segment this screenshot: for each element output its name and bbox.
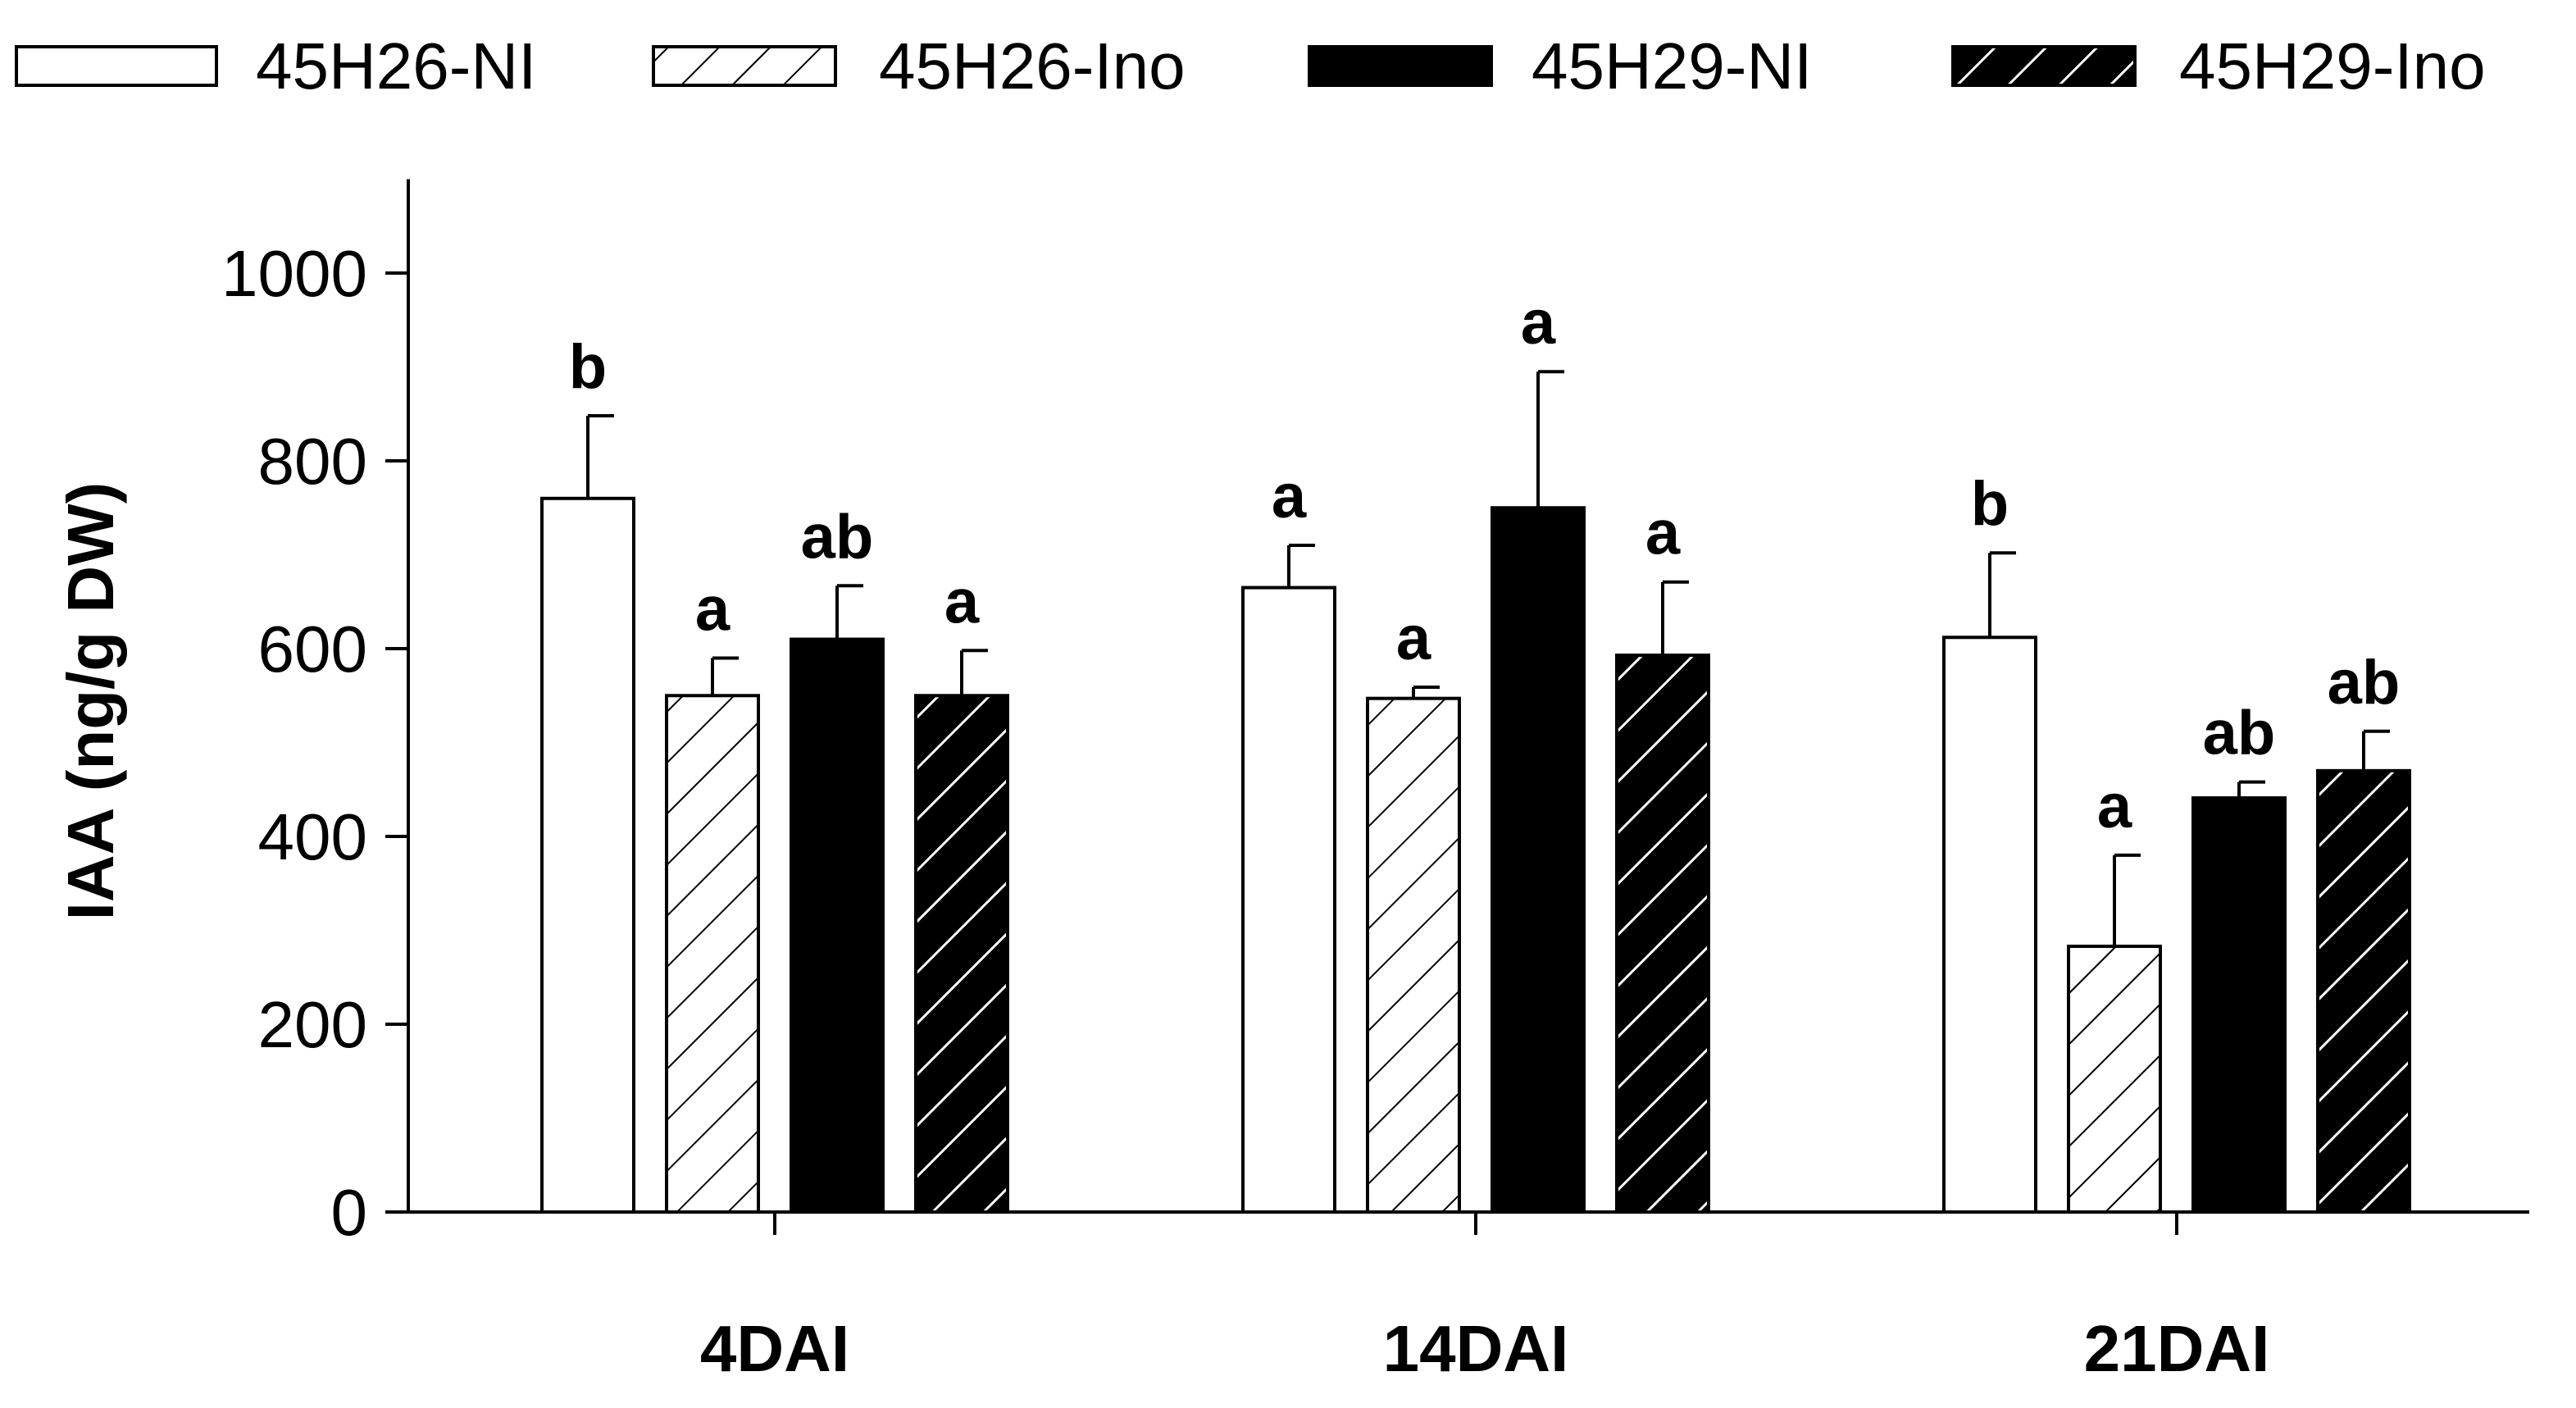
bar (2067, 944, 2162, 1214)
y-tick-label: 200 (258, 988, 367, 1061)
y-tick-label: 600 (258, 613, 367, 686)
significance-label: a (1272, 462, 1307, 531)
legend-label-45h29-ni: 45H29-NI (1531, 30, 1812, 103)
significance-label: a (1521, 288, 1556, 358)
significance-label: a (1396, 604, 1431, 673)
bar (665, 694, 760, 1214)
bar (914, 694, 1009, 1214)
bar (2316, 768, 2411, 1214)
bar (1942, 636, 2037, 1214)
significance-label: ab (2203, 699, 2276, 768)
y-tick-label: 0 (331, 1176, 368, 1249)
legend-item-45h29-ni: 45H29-NI (1308, 30, 1812, 103)
legend-swatch-45h29-ino (1951, 45, 2137, 87)
y-tick-label: 1000 (221, 237, 367, 310)
bar (1491, 506, 1586, 1214)
significance-label: a (2097, 772, 2132, 841)
legend-item-45h26-ino: 45H26-Ino (652, 30, 1186, 103)
x-tick-label: 14DAI (1383, 1312, 1569, 1385)
x-tick-label: 4DAI (700, 1312, 849, 1385)
significance-label: b (1971, 469, 2009, 539)
legend-item-45h26-ni: 45H26-NI (15, 30, 536, 103)
y-tick-label: 400 (258, 800, 367, 873)
significance-label: a (1645, 499, 1681, 568)
legend-label-45h26-ino: 45H26-Ino (879, 30, 1186, 103)
x-tick-label: 21DAI (2084, 1312, 2270, 1385)
legend-label-45h29-ino: 45H29-Ino (2179, 30, 2486, 103)
bar (540, 496, 635, 1214)
significance-label: a (695, 574, 730, 644)
legend-item-45h29-ino: 45H29-Ino (1951, 30, 2486, 103)
legend-swatch-45h26-ino (652, 45, 837, 87)
legend-swatch-45h26-ni (15, 45, 218, 87)
significance-label: ab (2328, 648, 2401, 718)
bar (1615, 654, 1710, 1214)
y-axis-title: IAA (ng/g DW) (54, 482, 127, 921)
significance-label: b (569, 332, 607, 402)
legend-label-45h26-ni: 45H26-NI (256, 30, 536, 103)
legend-swatch-45h29-ni (1308, 45, 1493, 87)
significance-label: a (944, 567, 980, 636)
y-tick-label: 800 (258, 425, 367, 498)
legend: 45H26-NI 45H26-Ino 45H29-NI 45H29-Ino (15, 30, 2486, 103)
bar (790, 637, 885, 1214)
bar (1241, 586, 1336, 1214)
significance-label: ab (801, 502, 874, 572)
bar (2191, 796, 2287, 1214)
bar (1366, 696, 1461, 1214)
